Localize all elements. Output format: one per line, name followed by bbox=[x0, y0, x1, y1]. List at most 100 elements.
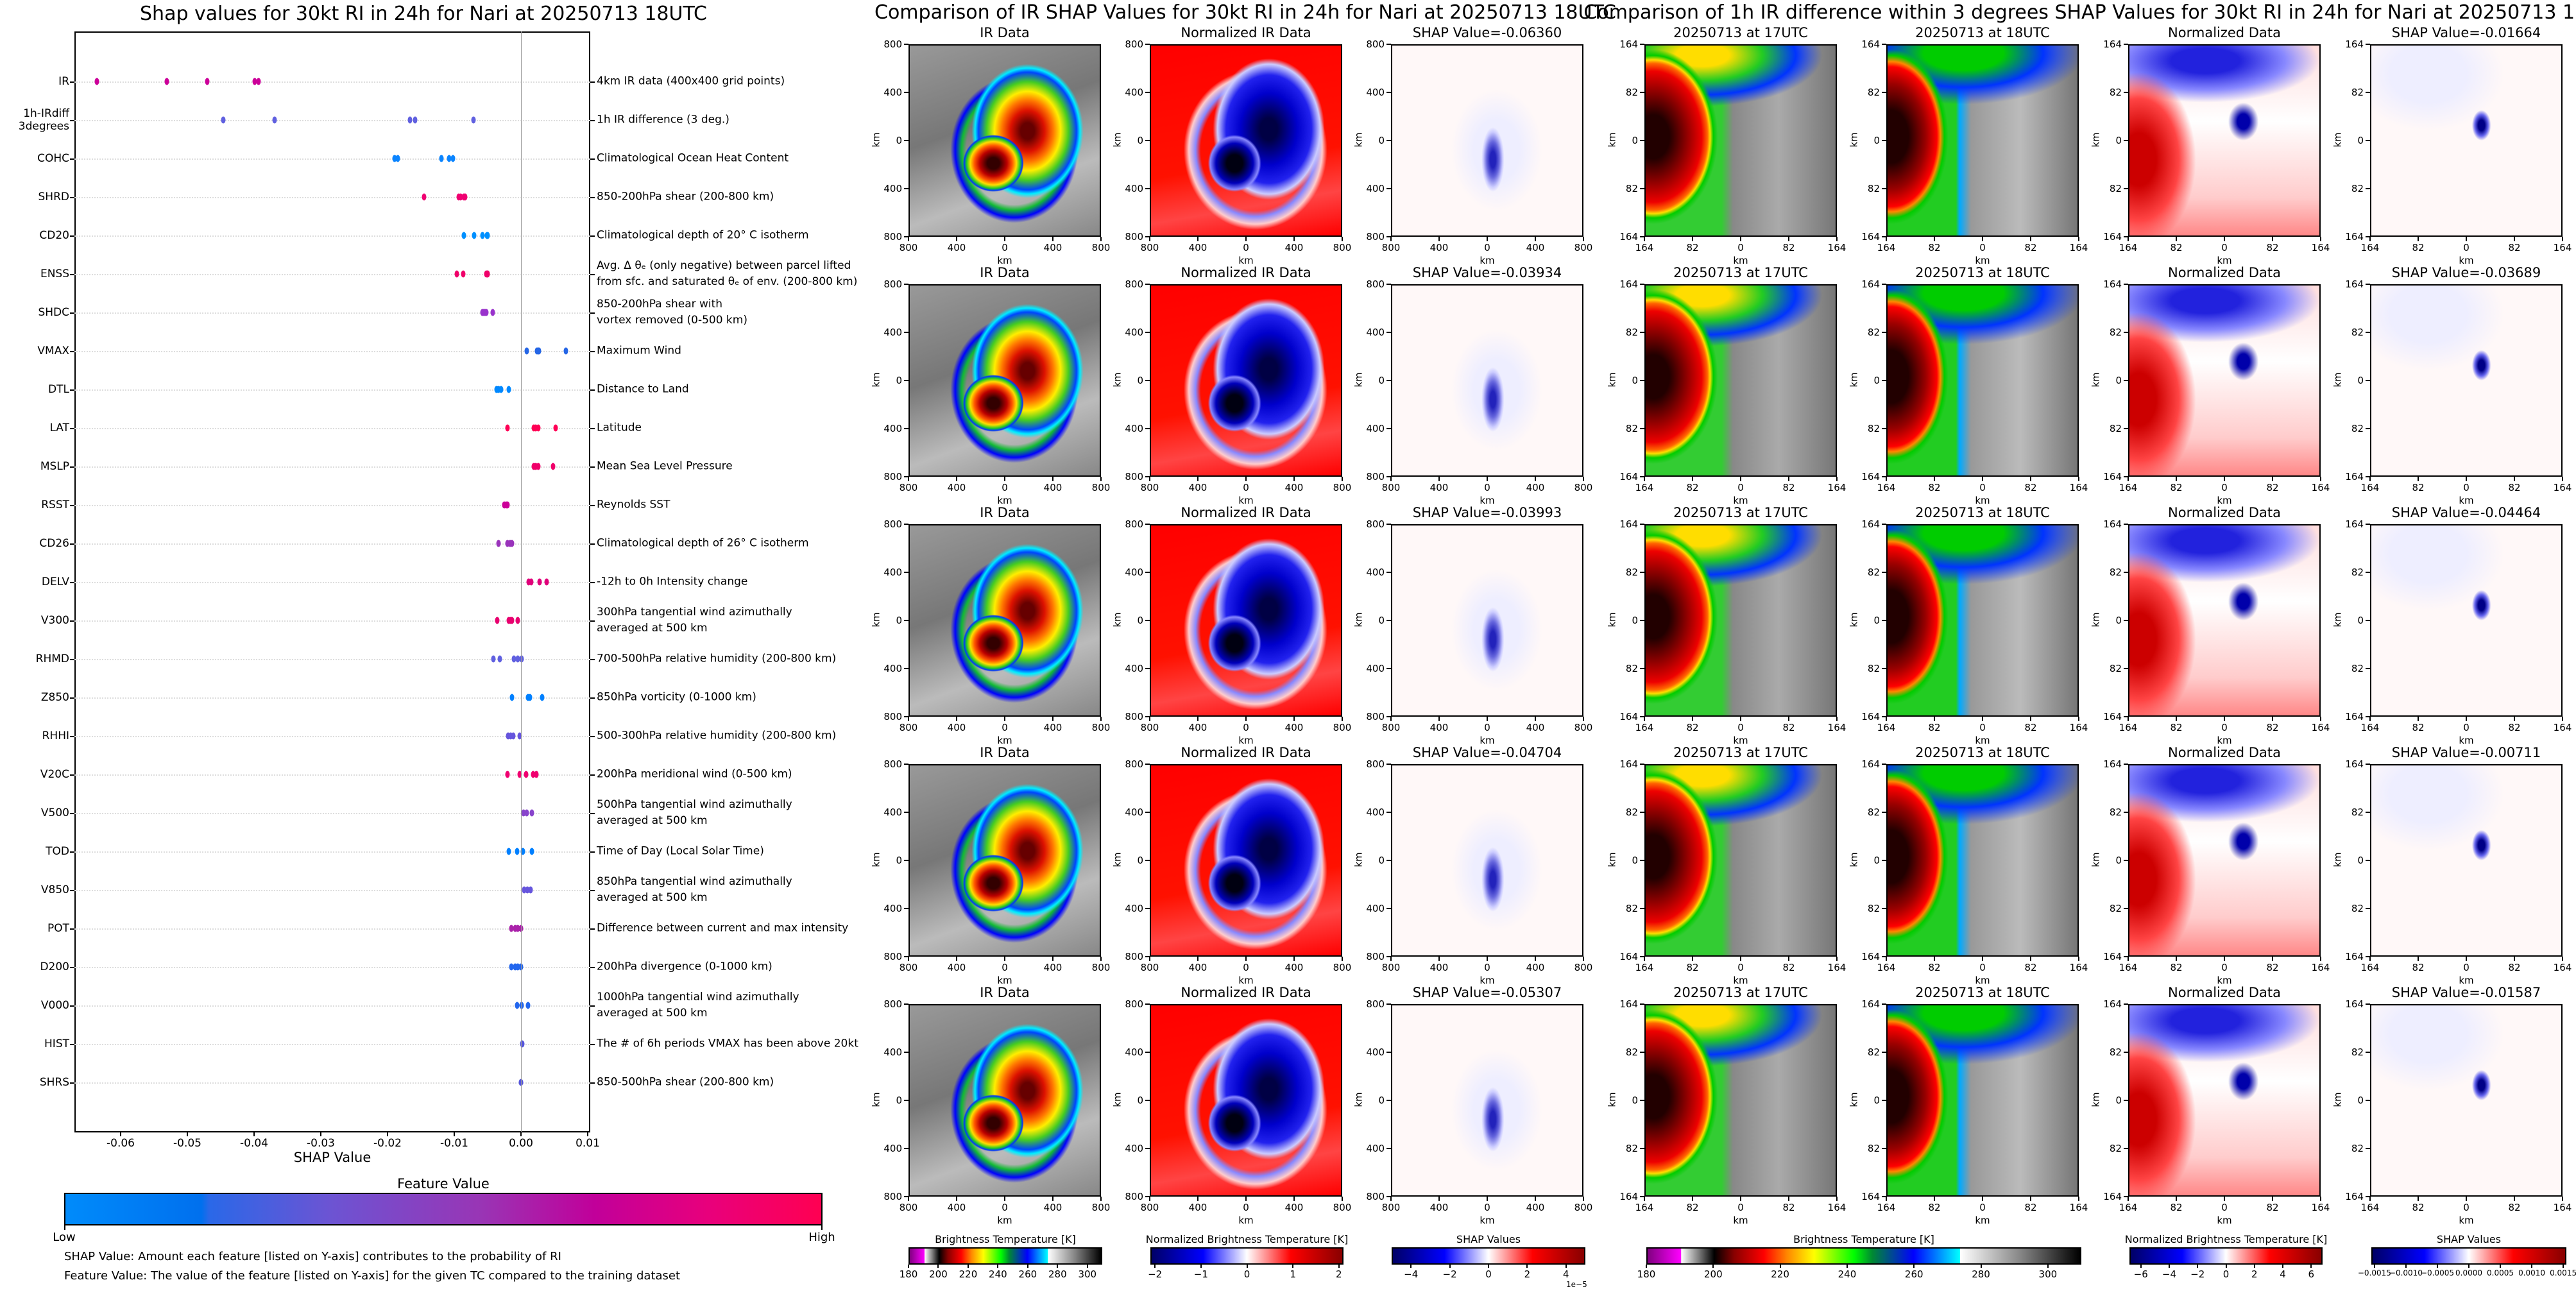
satellite-image-panel bbox=[1886, 764, 2079, 957]
x-tick-label: 800 bbox=[1381, 1202, 1401, 1213]
feature-label: RHMD bbox=[35, 653, 69, 665]
y-tick-label: 400 bbox=[883, 663, 902, 674]
y-axis-label: km bbox=[1352, 1092, 1365, 1107]
x-tick bbox=[1149, 717, 1150, 721]
y-tick-label: 400 bbox=[1366, 87, 1385, 98]
y-tick bbox=[2366, 524, 2370, 525]
colorbar-tick bbox=[2373, 1265, 2375, 1268]
y-tick bbox=[1386, 188, 1391, 189]
row-gridline bbox=[74, 81, 590, 83]
x-tick bbox=[1692, 1197, 1693, 1201]
y-tick bbox=[1145, 92, 1150, 93]
x-tick-label: 82 bbox=[2024, 1202, 2037, 1213]
x-tick-label: 800 bbox=[1091, 722, 1111, 733]
y-tick-label: 164 bbox=[1861, 231, 1880, 243]
shap-map-panel bbox=[2370, 764, 2563, 957]
y-tick bbox=[2366, 236, 2370, 237]
x-axis-label: km bbox=[1975, 975, 1990, 986]
x-tick-label: 400 bbox=[1188, 722, 1207, 733]
x-tick-label: 0 bbox=[1737, 722, 1744, 733]
x-tick bbox=[2562, 717, 2563, 721]
panel-title: 20250713 at 17UTC bbox=[1673, 505, 1808, 520]
x-tick-label: 400 bbox=[1188, 962, 1207, 973]
y-tick-label: 0 bbox=[1378, 375, 1385, 386]
y-tick bbox=[1145, 1003, 1150, 1005]
y-tick-label: 400 bbox=[1366, 567, 1385, 578]
y-tick-label: 164 bbox=[1619, 471, 1638, 482]
shap-point bbox=[522, 886, 527, 894]
shap-point bbox=[221, 116, 226, 124]
x-axis-label: km bbox=[997, 495, 1012, 506]
shap-point bbox=[540, 694, 545, 701]
x-tick bbox=[1886, 1197, 1887, 1201]
x-tick-label: 82 bbox=[2508, 962, 2521, 973]
x-tick bbox=[2418, 1197, 2419, 1201]
satellite-image-panel bbox=[2128, 764, 2321, 957]
x-tick-label: 400 bbox=[1188, 1202, 1207, 1213]
colorbar-tick-label: 4 bbox=[1563, 1268, 1569, 1280]
y-tick bbox=[1386, 332, 1391, 333]
x-tick bbox=[1583, 1197, 1584, 1201]
y-tick-label: 0 bbox=[1632, 375, 1638, 386]
shap-point bbox=[525, 1002, 531, 1009]
y-tick-label: 800 bbox=[883, 231, 902, 243]
y-tick-label: 0 bbox=[1873, 135, 1880, 146]
x-tick bbox=[2030, 477, 2031, 481]
y-tick-label: 0 bbox=[2115, 375, 2122, 386]
colorbar-tick bbox=[1526, 1265, 1528, 1268]
x-tick bbox=[2128, 1197, 2129, 1201]
x-tick bbox=[1197, 477, 1198, 481]
y-tick bbox=[70, 81, 74, 83]
x-tick bbox=[1245, 477, 1247, 481]
y-tick-label: 0 bbox=[896, 135, 902, 146]
colorbar-tick-label: 0.0000 bbox=[2455, 1268, 2482, 1277]
x-tick bbox=[2176, 1197, 2177, 1201]
feature-description: 850-200hPa shear (200-800 km) bbox=[597, 190, 774, 203]
x-tick-label: -0.01 bbox=[440, 1137, 468, 1150]
x-tick bbox=[1740, 1197, 1741, 1201]
x-tick bbox=[908, 957, 909, 961]
shap-point bbox=[527, 694, 533, 701]
y-tick bbox=[1386, 1100, 1391, 1101]
y-tick-label: 164 bbox=[1861, 758, 1880, 770]
feature-label: IR bbox=[58, 75, 69, 88]
y2-tick bbox=[590, 543, 595, 545]
feature-description: Climatological Ocean Heat Content bbox=[597, 151, 789, 165]
x-tick-label: 0.00 bbox=[509, 1137, 533, 1150]
x-tick bbox=[1487, 957, 1488, 961]
y-tick-label: 82 bbox=[1867, 1046, 1880, 1058]
y-tick bbox=[1882, 1148, 1886, 1149]
y-tick bbox=[70, 620, 74, 622]
y-tick-label: 164 bbox=[1619, 518, 1638, 530]
y2-tick bbox=[590, 1044, 595, 1045]
y-tick bbox=[2366, 764, 2370, 765]
colorbar-tick-label: −0.0010 bbox=[2389, 1268, 2423, 1277]
feature-label: LAT bbox=[49, 422, 69, 434]
y-tick-label: 82 bbox=[2109, 87, 2122, 98]
feature-label: V500 bbox=[40, 807, 69, 819]
y2-tick bbox=[590, 312, 595, 314]
satellite-image-panel bbox=[1150, 764, 1342, 957]
x-axis-label: km bbox=[1238, 495, 1254, 506]
x-tick bbox=[1342, 717, 1343, 721]
shap-point bbox=[524, 347, 529, 355]
shap-point bbox=[505, 424, 510, 432]
y-tick bbox=[1640, 956, 1644, 957]
satellite-image-panel bbox=[908, 284, 1101, 477]
y2-tick bbox=[590, 774, 595, 776]
x-tick-label: 164 bbox=[2311, 1202, 2330, 1213]
row-gridline bbox=[74, 120, 590, 121]
x-tick-label: 82 bbox=[1928, 242, 1941, 253]
colorbar-tick bbox=[937, 1265, 939, 1268]
x-tick bbox=[454, 1132, 455, 1136]
y-tick-label: 400 bbox=[883, 327, 902, 338]
x-tick-label: 164 bbox=[2119, 242, 2138, 253]
x-tick-label: 164 bbox=[2553, 722, 2572, 733]
y-tick bbox=[1882, 1196, 1886, 1197]
x-tick-label: 0 bbox=[1484, 722, 1490, 733]
y-tick-label: 0 bbox=[1632, 855, 1638, 866]
feature-label: HIST bbox=[44, 1037, 69, 1050]
colorbar-tick bbox=[2253, 1265, 2255, 1268]
x-tick bbox=[2514, 477, 2515, 481]
row-gridline bbox=[74, 620, 590, 622]
